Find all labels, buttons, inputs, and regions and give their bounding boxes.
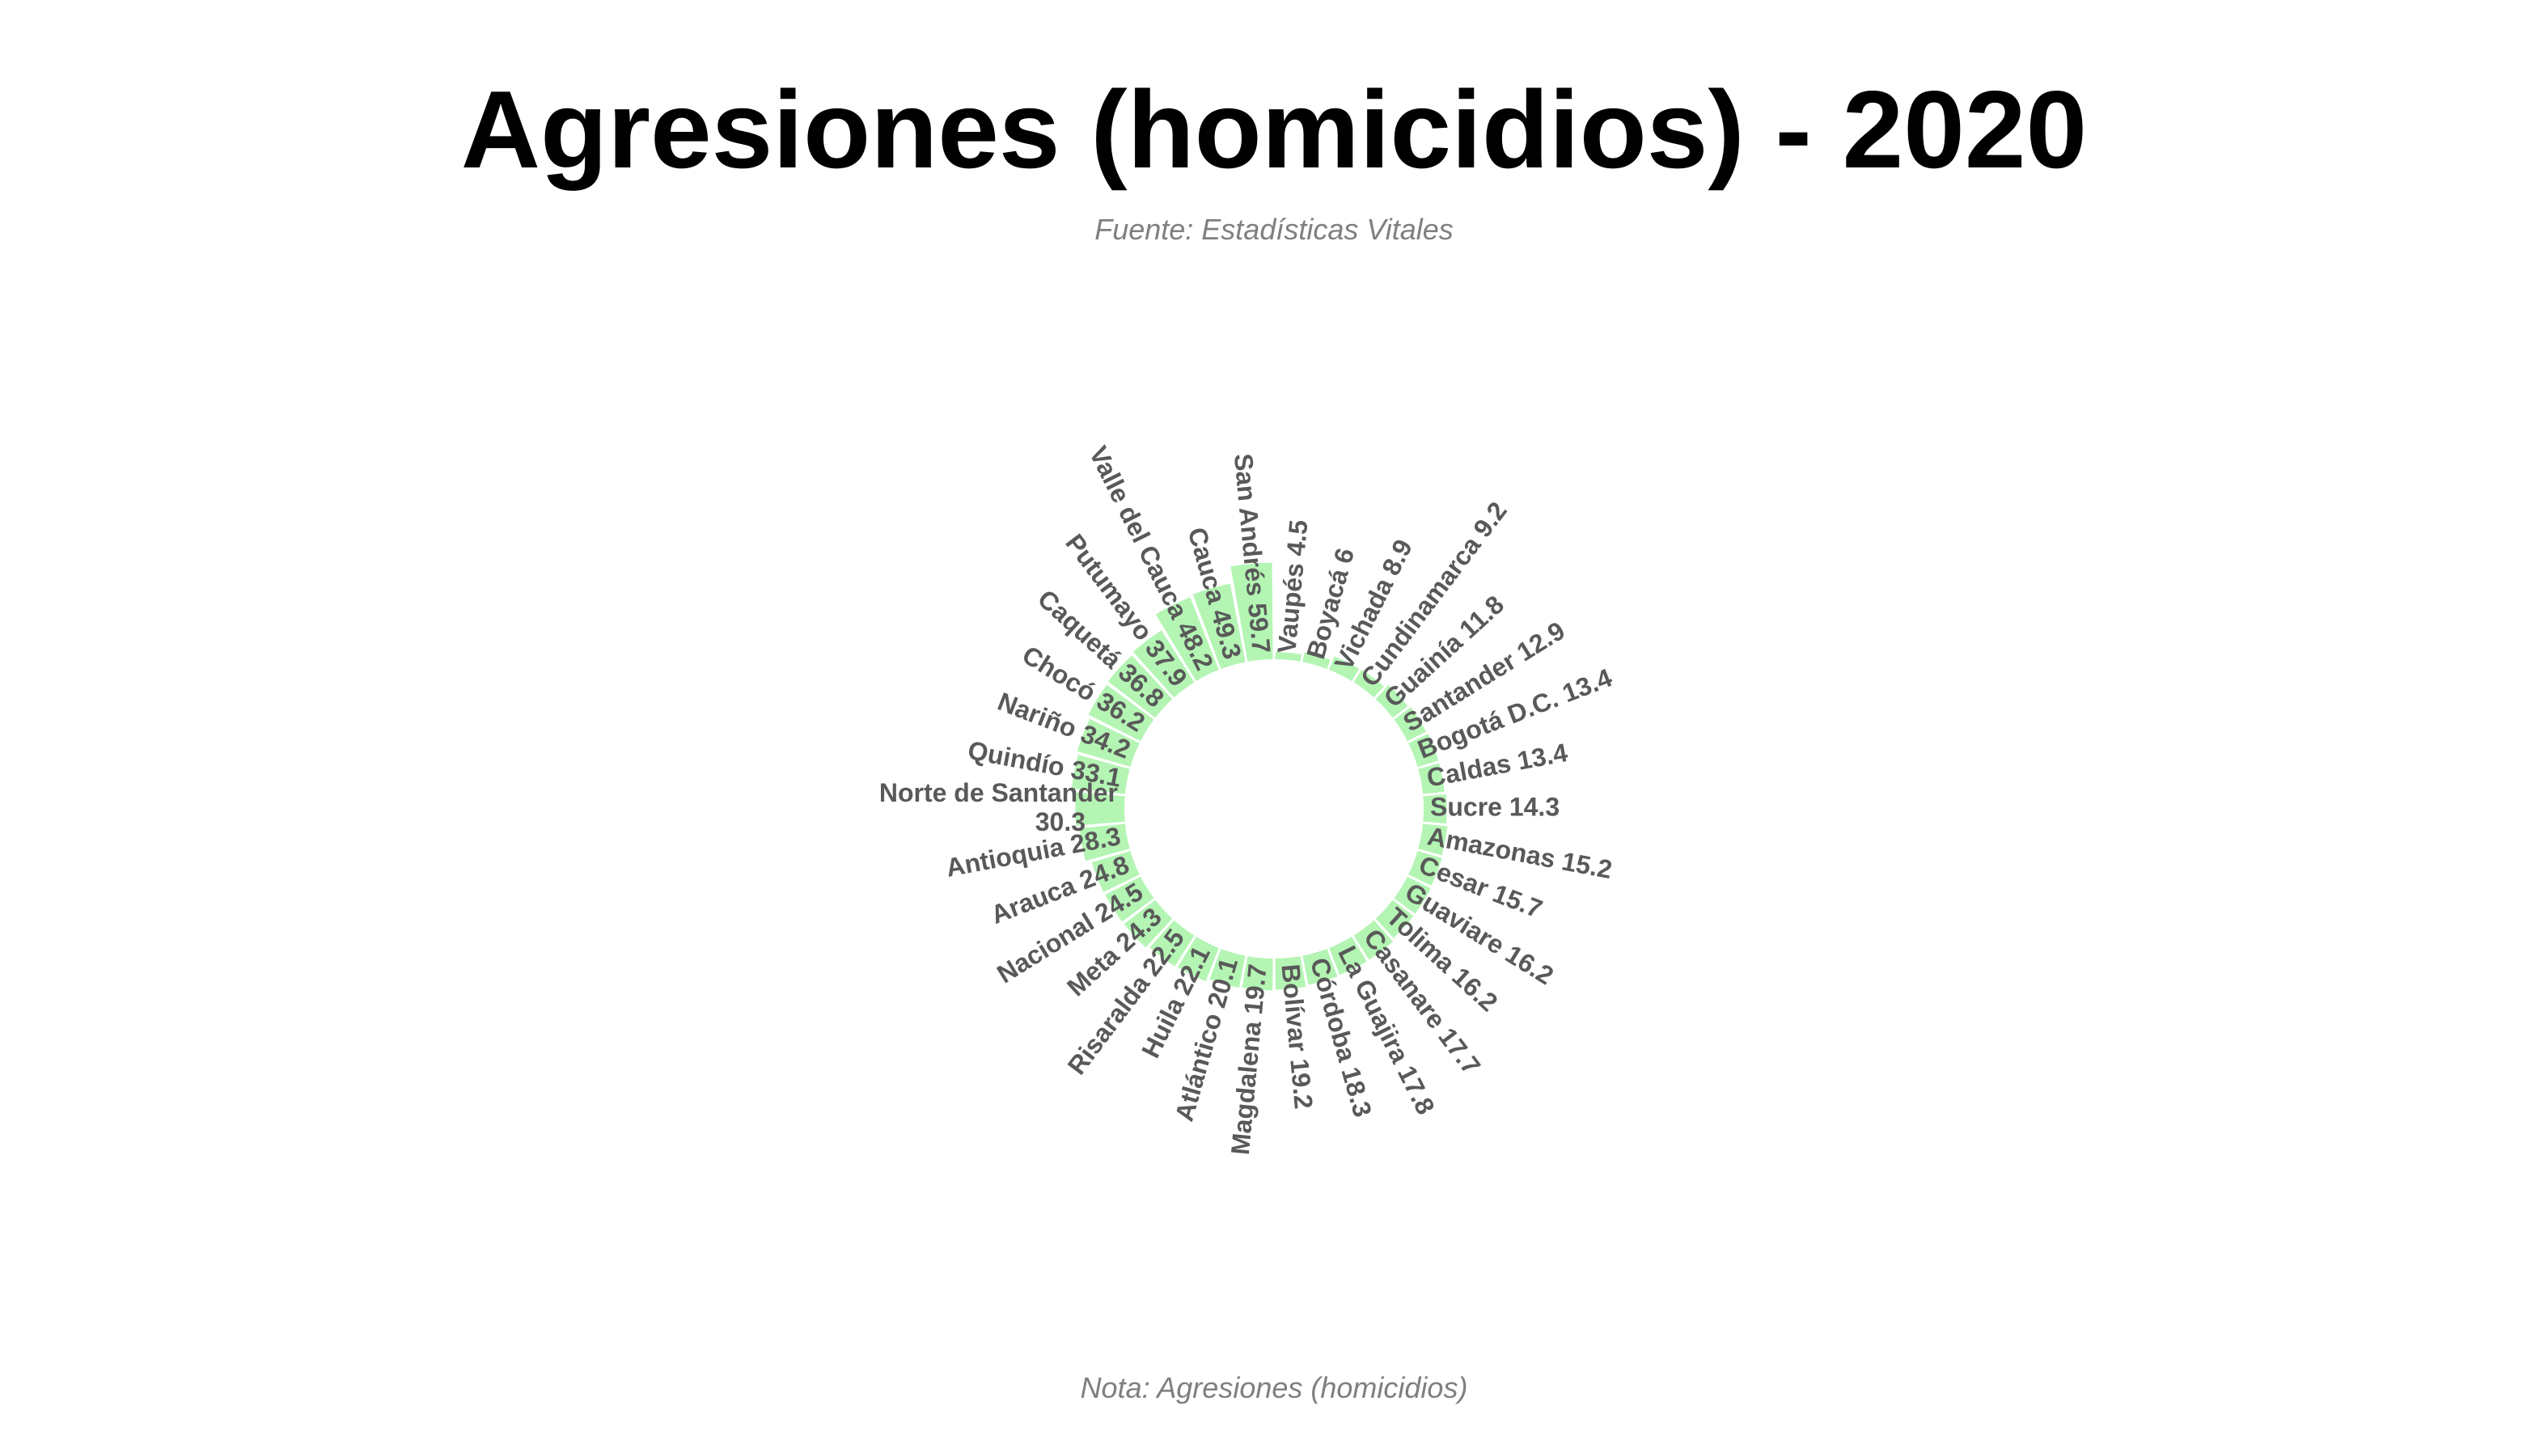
bar-risaralda — [1149, 920, 1195, 967]
bar-quindio — [1072, 755, 1130, 794]
bar-meta — [1124, 899, 1173, 948]
bar-san-andres — [1230, 562, 1273, 662]
bar-amazonas — [1418, 823, 1448, 856]
bar-valle-del-cauca — [1155, 597, 1219, 681]
chart-caption: Nota: Agresiones (homicidios) — [1080, 1371, 1468, 1404]
bar-guaviare — [1394, 876, 1431, 914]
bar-atlantico — [1209, 949, 1246, 988]
bar-norte-de-santander — [1075, 792, 1125, 826]
chart-subtitle: Fuente: Estadísticas Vitales — [1094, 213, 1454, 246]
bar-sucre — [1423, 794, 1447, 824]
bar-caqueta — [1107, 655, 1173, 718]
bar-antioquia — [1079, 823, 1130, 861]
chart-title: Agresiones (homicidios) - 2020 — [460, 68, 2088, 191]
bar-arauca — [1091, 851, 1140, 892]
bar-bogota-d-c — [1408, 734, 1439, 767]
bar-vaupes — [1275, 652, 1302, 662]
bar-vichada — [1329, 656, 1360, 681]
bar-cauca — [1192, 583, 1246, 669]
bar-nacional — [1105, 876, 1154, 922]
bar-cundinamarca — [1353, 669, 1384, 698]
bar-narino — [1077, 718, 1140, 767]
bar-casanare — [1353, 920, 1394, 960]
bar-guainia — [1375, 684, 1408, 718]
bar-cordoba — [1302, 949, 1338, 985]
bar-huila — [1177, 937, 1219, 982]
label-norte-de-santander: Norte de Santander 30.3 — [879, 778, 1118, 836]
bar-putumayo — [1132, 630, 1195, 698]
bar-cesar — [1408, 851, 1442, 886]
bar-boyaca — [1302, 652, 1331, 669]
bar-choco — [1088, 684, 1154, 742]
label-sucre: Sucre 14.3 — [1430, 792, 1560, 821]
bars-group — [1072, 562, 1448, 991]
bar-santander — [1394, 707, 1426, 742]
bar-la-guajira — [1329, 937, 1367, 976]
bar-caldas — [1418, 763, 1445, 794]
bar-magdalena — [1242, 956, 1273, 991]
bar-tolima — [1375, 899, 1414, 938]
bar-bolivar — [1275, 956, 1306, 990]
